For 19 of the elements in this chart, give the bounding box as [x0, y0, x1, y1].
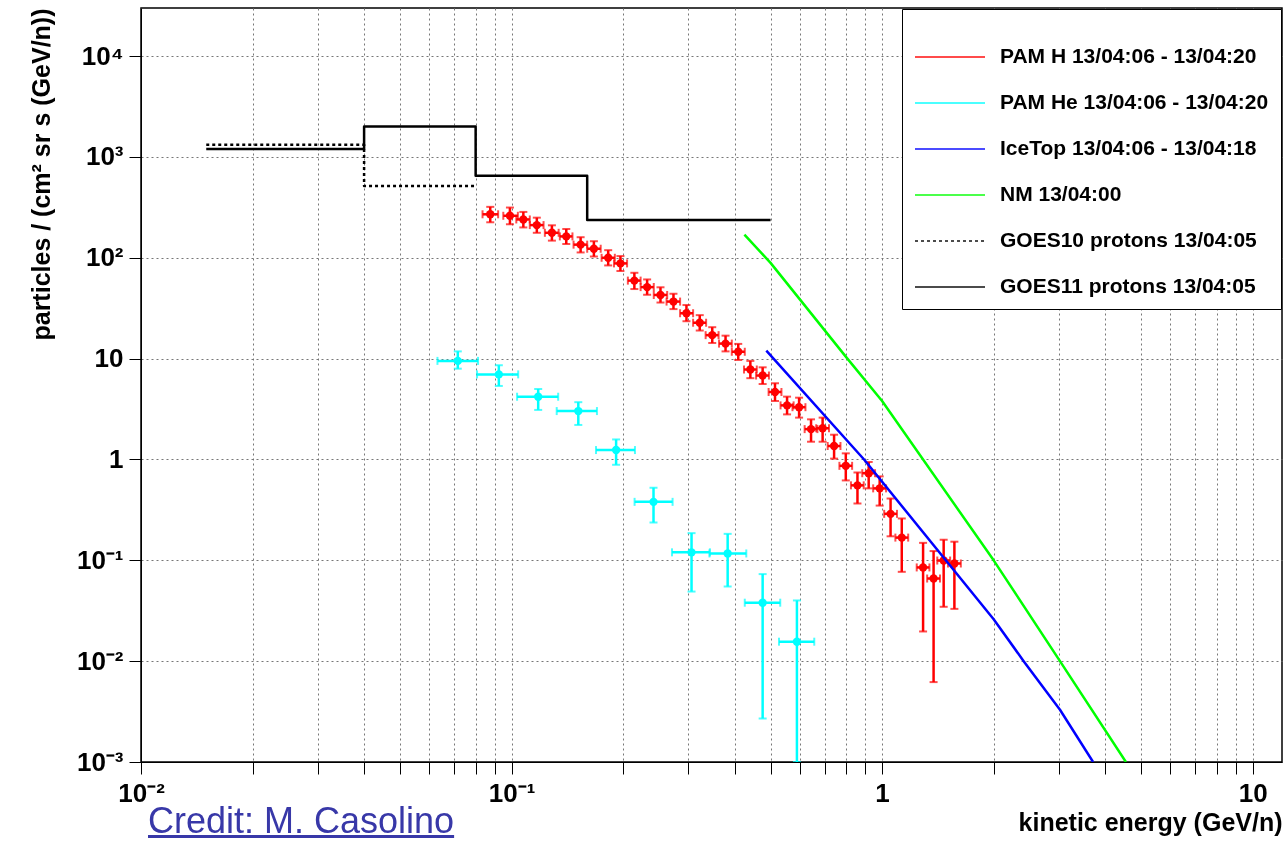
y-tick-label: 10⁻²	[76, 645, 124, 676]
x-tick-label: 1	[875, 777, 890, 808]
legend-label: GOES11 protons 13/04:05	[1000, 274, 1256, 297]
x-tick-label: 10	[1238, 777, 1268, 808]
x-tick-label: 10⁻¹	[488, 777, 536, 808]
y-tick-label: 10⁴	[81, 40, 124, 71]
y-tick-label: 10²	[85, 242, 124, 273]
y-tick-label: 10	[94, 343, 124, 374]
y-tick-label: 10³	[85, 141, 124, 172]
legend-label: PAM He 13/04:06 - 13/04:20	[1000, 90, 1269, 113]
legend-label: IceTop 13/04:06 - 13/04:18	[1000, 136, 1257, 159]
y-tick-label: 1	[109, 443, 124, 474]
y-tick-label: 10⁻³	[76, 746, 124, 777]
y-axis-title: particles / (cm² sr s (GeV/n))	[26, 8, 55, 341]
legend-label: NM 13/04:00	[1000, 182, 1122, 205]
y-tick-label: 10⁻¹	[76, 544, 124, 575]
legend-label: GOES10 protons 13/04:05	[1000, 228, 1258, 251]
legend-label: PAM H 13/04:06 - 13/04:20	[1000, 44, 1257, 67]
x-axis-title: kinetic energy (GeV/n)	[1018, 807, 1283, 836]
